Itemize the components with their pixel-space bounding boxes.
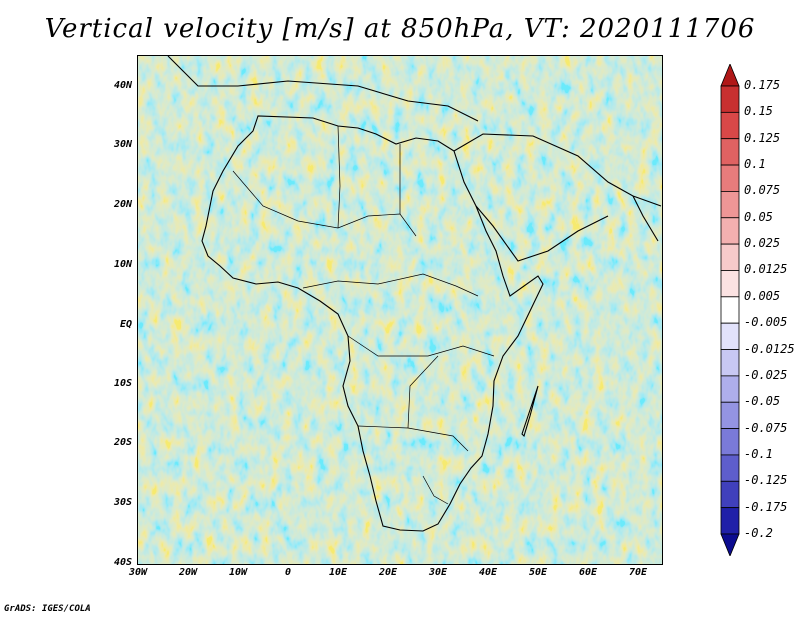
colorbar-level-label: 0.0125 [744,262,788,277]
colorbar-swatch [720,217,740,245]
colorbar-level-label: 0.15 [744,104,773,119]
colorbar-swatch [720,428,740,456]
colorbar-level-label: -0.125 [744,473,788,488]
colorbar-swatch [720,401,740,429]
colorbar-swatch [720,191,740,219]
lat-tick-label: 20N [113,199,132,210]
colorbar-swatch [720,322,740,350]
colorbar-swatch [720,243,740,271]
colorbar-swatch [720,111,740,140]
colorbar-swatch [720,375,740,403]
colorbar-level-label: -0.05 [744,394,781,409]
colorbar-level-label: 0.005 [744,288,781,303]
lat-tick-label: 40N [113,80,132,91]
india-coast [632,195,659,242]
colorbar-swatch [720,296,740,324]
colorbar-level-label: 0.075 [744,183,781,198]
lat-tick-label: 30S [113,497,132,508]
lon-tick-label: 70E [628,567,648,578]
iberia-coast [167,56,238,87]
lon-tick-label: 0 [284,567,292,578]
colorbar-swatch [720,164,740,192]
colorbar-level-label: -0.0125 [744,341,795,356]
footer-credit: GrADS: IGES/COLA [4,604,91,614]
colorbar-level-label: 0.05 [744,209,773,224]
colorbar-bottom-triangle [720,533,740,556]
arabia-coast [475,205,609,262]
lon-tick-label: 40E [478,567,498,578]
colorbar-level-label: -0.175 [744,499,788,514]
colorbar-level-label: 0.025 [744,236,781,251]
lat-tick-label: 20S [113,437,132,448]
border-line [347,335,495,357]
colorbar-level-label: -0.025 [744,367,788,382]
colorbar-level-label: -0.075 [744,420,788,435]
colorbar [720,64,740,556]
lon-tick-label: 30W [128,567,148,578]
colorbar-level-label: -0.005 [744,315,788,330]
vertical-velocity-field [138,56,662,564]
chart-title: Vertical velocity [m/s] at 850hPa, VT: 2… [44,14,756,44]
lat-tick-label: 30N [113,139,132,150]
colorbar-swatch [720,138,740,166]
colorbar-swatch [720,270,740,298]
lon-tick-label: 30E [428,567,448,578]
lat-tick-label: 40S [113,557,132,568]
lon-tick-label: 10W [228,567,248,578]
border-line [302,273,479,297]
lat-tick-label: 10S [113,378,132,389]
country-borders [232,125,495,505]
colorbar-level-label: 0.1 [744,157,766,172]
lon-tick-label: 20W [178,567,198,578]
border-line [407,355,439,429]
europe-coast [237,80,479,122]
lat-tick-label: 10N [113,259,132,270]
colorbar-swatch [720,507,740,535]
coastlines [167,56,662,532]
africa-coast [201,115,544,532]
border-line [422,475,449,505]
border-line [357,425,469,452]
lat-tick-label: EQ [119,319,132,330]
colorbar-swatch [720,480,740,509]
lon-tick-label: 10E [328,567,348,578]
colorbar-level-label: 0.175 [744,78,781,92]
lon-tick-label: 60E [578,567,598,578]
colorbar-swatch [720,85,740,113]
lon-tick-label: 50E [528,567,548,578]
colorbar-swatch [720,349,740,377]
map-svg [138,56,662,564]
colorbar-level-label: -0.2 [744,526,773,540]
lon-tick-label: 20E [378,567,398,578]
colorbar-level-label: 0.125 [744,130,781,145]
colorbar-swatch [720,454,740,482]
colorbar-top-triangle [720,64,740,87]
border-line [337,125,341,229]
colorbar-level-label: -0.1 [744,446,773,461]
madagascar-coast [521,385,539,438]
map-panel [137,55,663,565]
